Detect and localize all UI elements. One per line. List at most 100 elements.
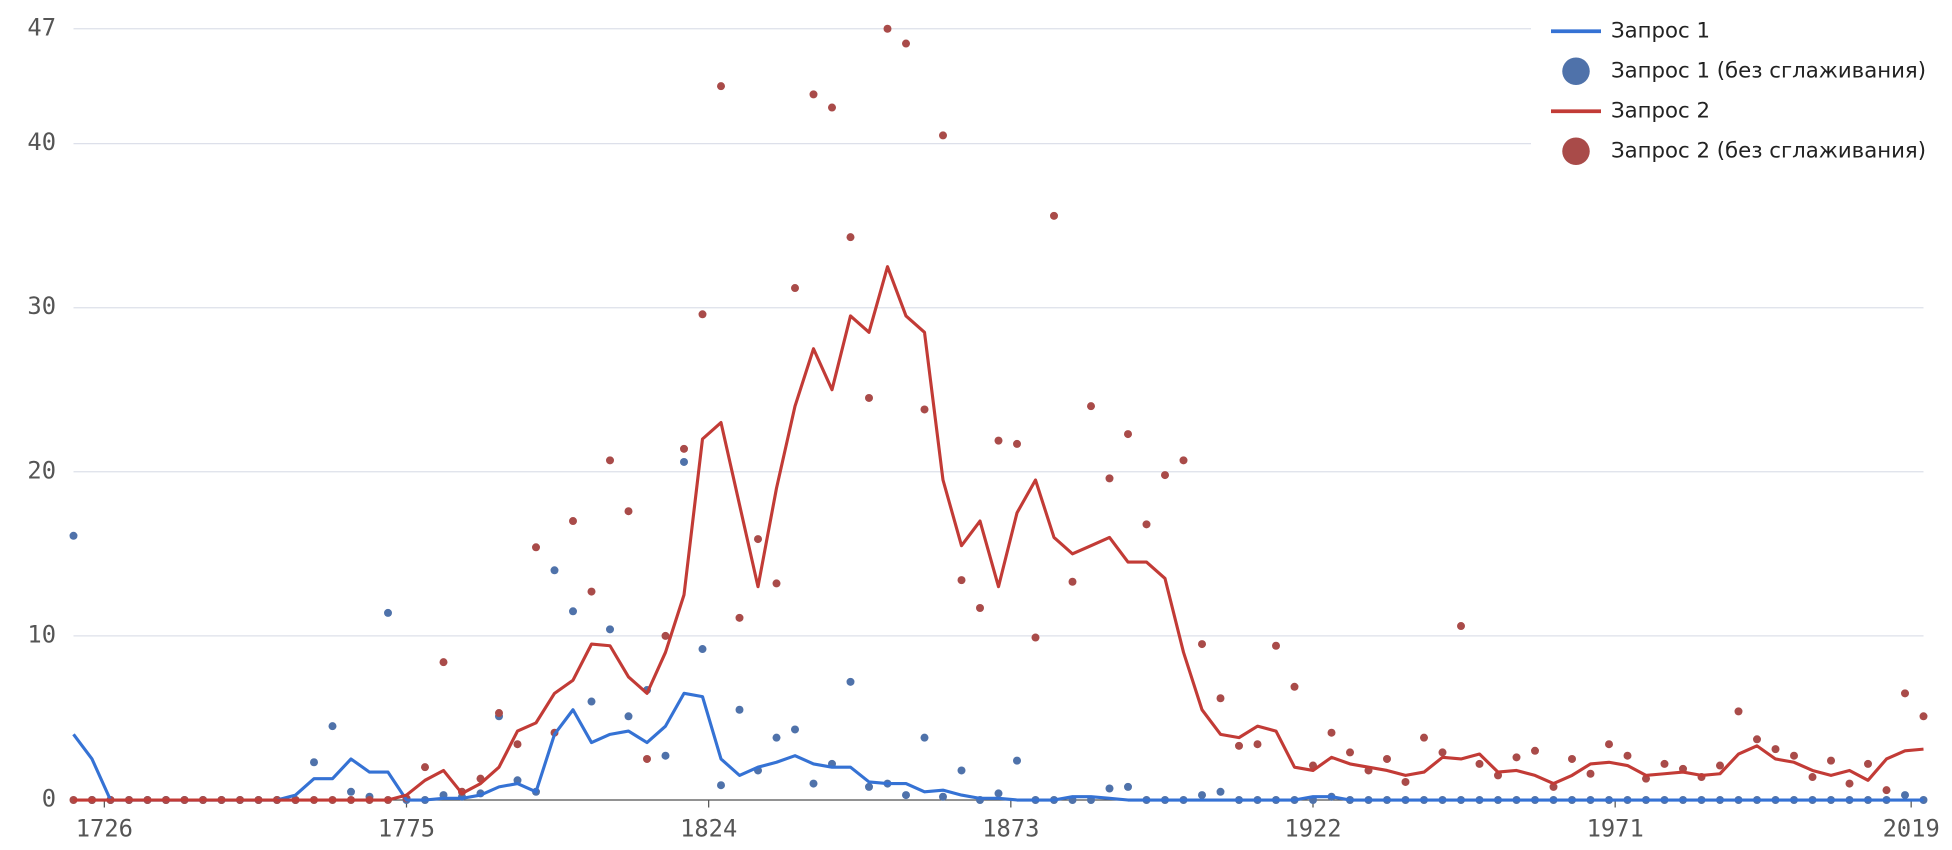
data-point <box>1142 520 1151 529</box>
data-point <box>1549 782 1558 791</box>
data-point <box>1660 759 1669 768</box>
x-tick-label: 1922 <box>1284 815 1341 843</box>
data-point <box>920 733 929 742</box>
data-point <box>717 82 725 91</box>
x-tick-label: 2019 <box>1883 815 1940 843</box>
data-point <box>1198 640 1206 649</box>
data-point <box>791 725 799 734</box>
y-tick-label: 10 <box>27 620 56 648</box>
data-point <box>1198 791 1206 800</box>
data-point <box>550 566 559 575</box>
data-point <box>1327 728 1336 737</box>
data-point <box>606 625 614 634</box>
data-point <box>1457 622 1466 631</box>
data-point <box>1716 761 1724 770</box>
data-point <box>828 103 836 112</box>
data-point <box>680 457 689 466</box>
data-point <box>1845 779 1854 788</box>
data-point <box>1050 211 1058 220</box>
data-point <box>1031 633 1040 642</box>
data-point <box>1216 787 1225 796</box>
data-point <box>1623 751 1632 760</box>
data-point <box>1216 694 1225 703</box>
data-point <box>753 535 762 544</box>
legend: Запрос 1 Запрос 1 (без сглаживания) Запрос… <box>1531 10 1944 173</box>
data-point <box>1253 740 1262 749</box>
data-point <box>569 607 577 616</box>
legend-label: Запрос 2 (без сглаживания) <box>1611 138 1926 163</box>
data-point <box>1438 748 1447 757</box>
data-point <box>1346 748 1354 757</box>
data-point <box>1068 577 1077 586</box>
y-tick-label: 47 <box>27 13 56 41</box>
data-point <box>328 722 337 731</box>
data-point <box>735 613 744 622</box>
data-point <box>1919 712 1928 721</box>
data-point <box>532 543 540 552</box>
data-point <box>717 781 725 790</box>
data-point <box>624 507 633 516</box>
data-point <box>1124 430 1132 439</box>
x-tick-label: 1726 <box>76 815 133 843</box>
data-point <box>1586 769 1595 778</box>
data-point <box>494 709 503 718</box>
legend-label: Запрос 1 (без сглаживания) <box>1611 58 1926 83</box>
legend-swatch <box>1562 137 1590 165</box>
data-point <box>1771 745 1780 754</box>
data-point <box>1531 746 1539 755</box>
data-point <box>1290 682 1299 691</box>
data-point <box>513 740 522 749</box>
data-point <box>791 284 799 293</box>
data-point <box>902 791 910 800</box>
x-tick-label: 1873 <box>982 815 1039 843</box>
data-point <box>865 393 874 402</box>
data-point <box>1864 759 1872 768</box>
data-point <box>1420 733 1429 742</box>
data-point <box>1753 735 1762 744</box>
data-point <box>1882 786 1891 795</box>
data-point <box>1605 740 1614 749</box>
data-point <box>569 517 577 526</box>
data-point <box>1401 777 1410 786</box>
data-point <box>624 712 633 721</box>
data-point <box>735 705 744 714</box>
series-line <box>72 691 1924 802</box>
legend-label: Запрос 2 <box>1611 98 1710 123</box>
legend-background <box>1531 10 1944 173</box>
y-tick-label: 30 <box>27 292 56 320</box>
data-point <box>1827 756 1836 765</box>
legend-label: Запрос 1 <box>1611 18 1710 43</box>
data-point <box>1105 784 1114 793</box>
data-point <box>1013 756 1021 765</box>
series-line <box>73 265 1924 802</box>
data-point <box>606 456 614 465</box>
data-point <box>957 766 966 775</box>
data-point <box>1161 471 1169 480</box>
data-point <box>1235 741 1243 750</box>
data-point <box>994 789 1003 798</box>
data-point <box>1105 474 1114 483</box>
y-tick-label: 0 <box>42 785 56 813</box>
data-point <box>1734 707 1743 716</box>
data-point <box>439 658 448 667</box>
data-point <box>957 576 966 585</box>
data-point <box>938 792 947 801</box>
data-point <box>513 776 522 785</box>
data-point <box>883 24 892 33</box>
data-point <box>69 531 78 540</box>
data-point <box>994 436 1003 445</box>
data-point <box>661 751 670 760</box>
data-point <box>772 579 781 588</box>
data-point <box>809 779 818 788</box>
data-point <box>976 604 984 613</box>
data-point <box>809 90 818 99</box>
data-point <box>846 233 855 242</box>
data-point <box>865 782 874 791</box>
data-point <box>1272 641 1280 650</box>
data-point <box>421 763 429 772</box>
x-tick-label: 1971 <box>1587 815 1644 843</box>
data-point <box>346 787 355 796</box>
data-point <box>1087 402 1095 411</box>
